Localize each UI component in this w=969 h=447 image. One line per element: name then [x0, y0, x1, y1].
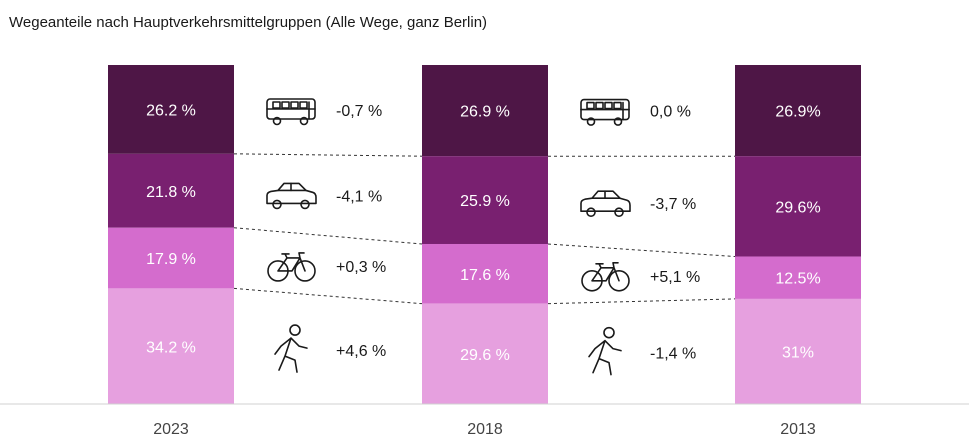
change-label: -3,7 % — [650, 196, 696, 213]
data-label: 26.9% — [775, 104, 820, 121]
data-label: 21.8 % — [146, 184, 196, 201]
pedestrian-icon — [274, 324, 308, 373]
bar-segment — [735, 65, 861, 157]
bar-segment — [108, 153, 234, 228]
bar-segment — [422, 303, 548, 404]
data-label: 34.2 % — [146, 339, 196, 356]
data-label: 29.6% — [775, 199, 820, 216]
change-label: +0,3 % — [336, 259, 386, 276]
bar-segment — [735, 298, 861, 404]
car-icon — [266, 182, 317, 210]
connector-line — [547, 243, 736, 258]
bar-segment — [108, 227, 234, 289]
bicycle-icon — [267, 252, 316, 282]
data-label: 29.6 % — [460, 347, 510, 364]
x-tick-label: 2023 — [153, 421, 189, 438]
change-label: -1,4 % — [650, 346, 696, 363]
bar-segment — [422, 65, 548, 157]
change-label: +4,6 % — [336, 343, 386, 360]
connector-line — [233, 153, 423, 157]
data-label: 26.9 % — [460, 104, 510, 121]
data-label: 17.9 % — [146, 251, 196, 268]
bus-icon — [580, 98, 630, 126]
x-tick-label: 2018 — [467, 421, 503, 438]
bicycle-icon — [581, 261, 630, 292]
bus-icon — [266, 98, 316, 126]
change-label: +5,1 % — [650, 269, 700, 286]
bar-segment — [108, 65, 234, 154]
connector-line — [233, 287, 423, 305]
bar-segment — [108, 288, 234, 405]
bar-segment — [735, 256, 861, 299]
connector-line — [547, 298, 736, 305]
change-label: -4,1 % — [336, 188, 382, 205]
data-label: 31% — [782, 344, 814, 361]
car-icon — [580, 190, 631, 218]
pedestrian-icon — [588, 326, 622, 376]
data-label: 12.5% — [775, 271, 820, 288]
connector-line — [233, 227, 423, 245]
bar-segment — [422, 243, 548, 304]
x-tick-label: 2013 — [780, 421, 816, 438]
change-label: -0,7 % — [336, 103, 382, 120]
change-label: 0,0 % — [650, 104, 691, 121]
data-label: 25.9 % — [460, 193, 510, 210]
data-label: 17.6 % — [460, 267, 510, 284]
chart-title: Wegeanteile nach Hauptverkehrsmittelgrup… — [9, 14, 488, 31]
bar-segment — [735, 156, 861, 257]
bar-segment — [422, 156, 548, 244]
data-label: 26.2 % — [146, 102, 196, 119]
